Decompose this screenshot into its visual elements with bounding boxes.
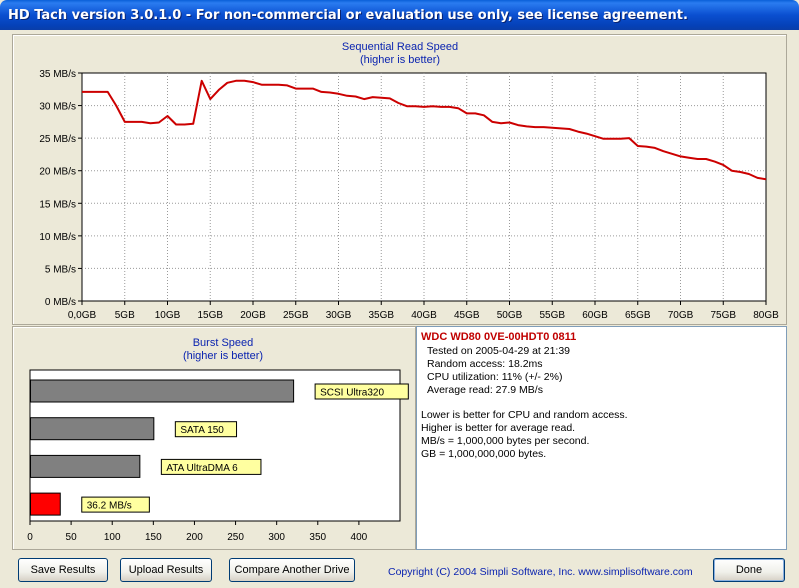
y-tick-label: 5 MB/s [45, 264, 76, 275]
burst-bar [30, 454, 141, 478]
x-tick-label: 30GB [326, 310, 352, 321]
x-tick-label: 55GB [539, 310, 565, 321]
burst-x-tick-label: 350 [309, 532, 326, 543]
note-gb-definition: GB = 1,000,000,000 bytes. [421, 448, 547, 460]
save-results-label: Save Results [30, 564, 96, 576]
compare-another-drive-label: Compare Another Drive [234, 564, 350, 576]
x-tick-label: 75GB [710, 310, 736, 321]
burst-x-tick-label: 0 [27, 532, 33, 543]
x-tick-label: 25GB [283, 310, 309, 321]
upload-results-label: Upload Results [128, 564, 204, 576]
window-title: HD Tach version 3.0.1.0 - For non-commer… [8, 8, 688, 23]
y-tick-label: 30 MB/s [39, 102, 76, 113]
burst-x-tick-label: 300 [268, 532, 285, 543]
save-results-button[interactable]: Save Results [18, 558, 108, 582]
x-tick-label: 40GB [411, 310, 437, 321]
y-tick-label: 10 MB/s [39, 232, 76, 243]
burst-bar-label-box [160, 458, 262, 475]
x-tick-label: 50GB [497, 310, 523, 321]
drive-info-panel: WDC WD80 0VE-00HDT0 0811 Tested on 2005-… [416, 326, 787, 550]
window-titlebar[interactable]: HD Tach version 3.0.1.0 - For non-commer… [0, 0, 799, 30]
sequential-title-line1: Sequential Read Speed [341, 41, 459, 53]
burst-bar-label-box [81, 496, 150, 513]
burst-bar-label: 36.2 MB/s [87, 501, 132, 512]
x-tick-label: 65GB [625, 310, 651, 321]
burst-x-tick-label: 100 [104, 532, 121, 543]
x-tick-label: 20GB [240, 310, 266, 321]
burst-x-tick-label: 400 [351, 532, 368, 543]
y-tick-label: 15 MB/s [39, 199, 76, 210]
upload-results-button[interactable]: Upload Results [120, 558, 212, 582]
burst-bar-label-box [314, 383, 409, 400]
burst-chart-title: Burst Speed (higher is better) [123, 337, 323, 363]
drive-model: WDC WD80 0VE-00HDT0 0811 [421, 331, 577, 343]
burst-bar-label: SATA 150 [180, 425, 224, 436]
y-tick-label: 0 MB/s [45, 297, 76, 308]
sequential-title-line2: (higher is better) [359, 54, 441, 66]
x-tick-label: 45GB [454, 310, 480, 321]
x-tick-label: 35GB [368, 310, 394, 321]
burst-x-tick-label: 250 [227, 532, 244, 543]
burst-bar [30, 492, 61, 516]
x-tick-label: 80GB [753, 310, 779, 321]
cpu-utilization-text: CPU utilization: 11% (+/- 2%) [427, 371, 563, 383]
burst-title-line1: Burst Speed [192, 337, 254, 349]
burst-bar-label-box [174, 421, 238, 438]
x-tick-label: 10GB [155, 310, 181, 321]
burst-bar-label: ATA UltraDMA 6 [166, 463, 238, 474]
y-tick-label: 35 MB/s [39, 69, 76, 80]
random-access-text: Random access: 18.2ms [427, 358, 543, 370]
burst-bar [30, 379, 295, 403]
burst-bar-label: SCSI Ultra320 [320, 388, 384, 399]
sequential-chart-title: Sequential Read Speed (higher is better) [300, 41, 500, 67]
burst-bar [30, 417, 155, 441]
note-average-read: Higher is better for average read. [421, 422, 576, 434]
read-speed-line [82, 79, 767, 181]
burst-x-tick-label: 200 [186, 532, 203, 543]
compare-another-drive-button[interactable]: Compare Another Drive [229, 558, 355, 582]
y-tick-label: 20 MB/s [39, 167, 76, 178]
done-button[interactable]: Done [713, 558, 785, 582]
burst-x-tick-label: 50 [66, 532, 78, 543]
x-tick-label: 60GB [582, 310, 608, 321]
copyright-text: Copyright (C) 2004 Simpli Software, Inc.… [388, 566, 693, 578]
average-read-text: Average read: 27.9 MB/s [427, 384, 543, 396]
burst-title-line2: (higher is better) [182, 350, 264, 362]
burst-x-tick-label: 150 [145, 532, 162, 543]
done-label: Done [735, 564, 763, 576]
x-tick-label: 0,0GB [68, 310, 97, 321]
note-mbs-definition: MB/s = 1,000,000 bytes per second. [421, 435, 590, 447]
y-tick-label: 25 MB/s [39, 134, 76, 145]
x-tick-label: 15GB [197, 310, 223, 321]
tested-on-text: Tested on 2005-04-29 at 21:39 [427, 345, 571, 357]
x-tick-label: 70GB [668, 310, 694, 321]
note-cpu-random: Lower is better for CPU and random acces… [421, 409, 628, 421]
x-tick-label: 5GB [115, 310, 135, 321]
